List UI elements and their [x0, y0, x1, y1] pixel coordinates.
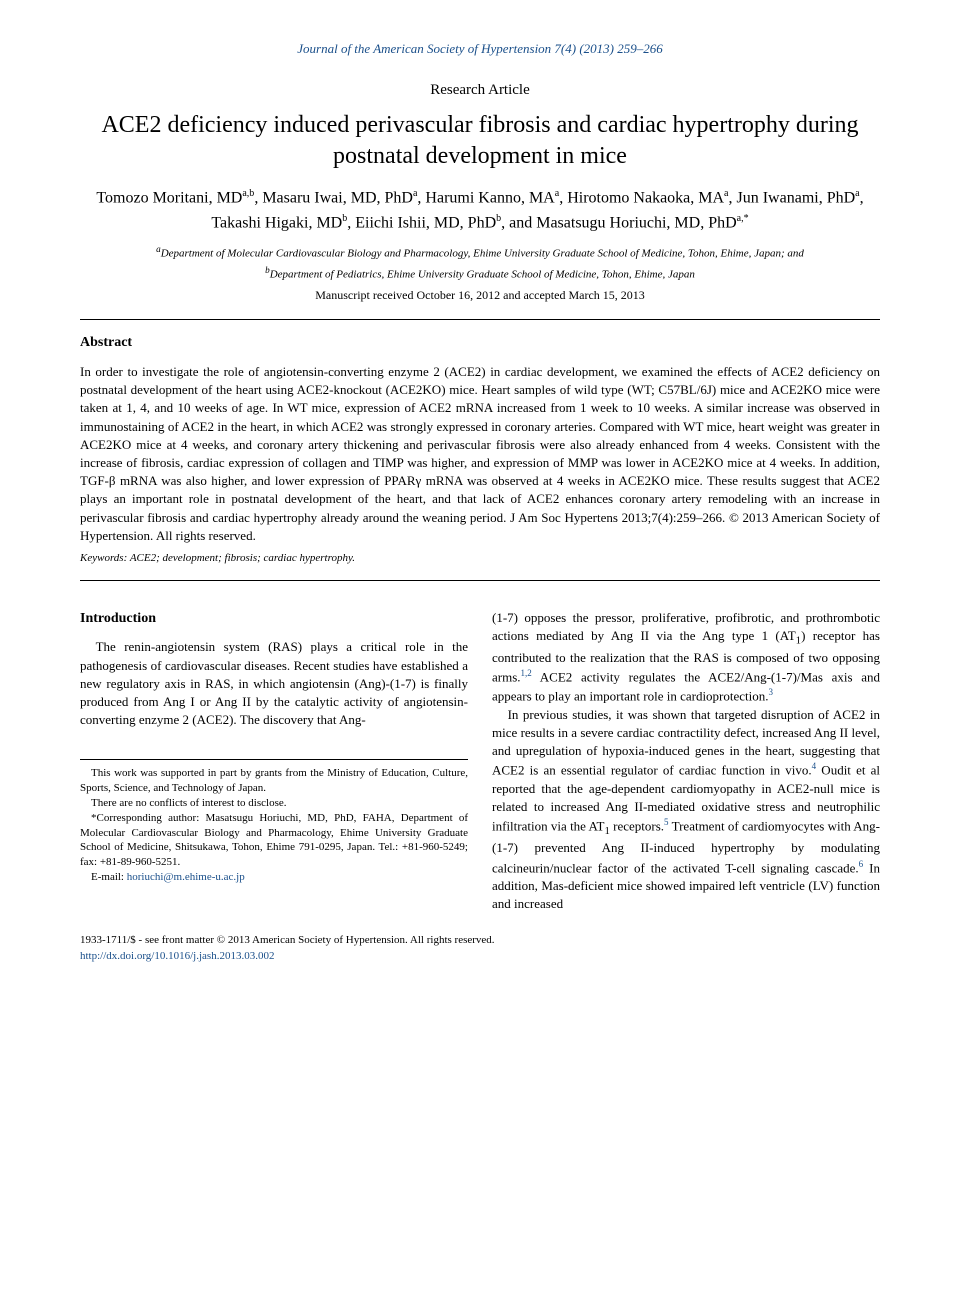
introduction-header: Introduction: [80, 609, 468, 629]
front-matter: 1933-1711/$ - see front matter © 2013 Am…: [80, 934, 495, 946]
intro-paragraph-2: In previous studies, it was shown that t…: [492, 706, 880, 914]
authors-list: Tomozo Moritani, MDa,b, Masaru Iwai, MD,…: [80, 186, 880, 235]
left-column: Introduction The renin-angiotensin syste…: [80, 609, 468, 914]
article-title: ACE2 deficiency induced perivascular fib…: [80, 110, 880, 172]
journal-header: Journal of the American Society of Hyper…: [80, 40, 880, 58]
intro-paragraph-1-cont: (1-7) opposes the pressor, proliferative…: [492, 609, 880, 706]
divider-top: [80, 319, 880, 320]
divider-bottom: [80, 580, 880, 581]
footnote-email: E-mail: horiuchi@m.ehime-u.ac.jp: [80, 870, 468, 885]
keywords-text: ACE2; development; fibrosis; cardiac hyp…: [130, 552, 355, 564]
footnote-corresponding: *Corresponding author: Masatsugu Horiuch…: [80, 811, 468, 870]
intro-paragraph-1: The renin-angiotensin system (RAS) plays…: [80, 638, 468, 729]
doi-link[interactable]: http://dx.doi.org/10.1016/j.jash.2013.03…: [80, 950, 274, 962]
keywords: Keywords: ACE2; development; fibrosis; c…: [80, 551, 880, 566]
abstract-body: In order to investigate the role of angi…: [80, 363, 880, 545]
footnotes-block: This work was supported in part by grant…: [80, 759, 468, 885]
email-label: E-mail:: [91, 871, 127, 883]
affiliation: aDepartment of Molecular Cardiovascular …: [80, 243, 880, 262]
abstract-header: Abstract: [80, 334, 880, 353]
affiliation: bDepartment of Pediatrics, Ehime Univers…: [80, 264, 880, 283]
body-columns: Introduction The renin-angiotensin syste…: [80, 609, 880, 914]
keywords-label: Keywords:: [80, 552, 127, 564]
footnote-funding: This work was supported in part by grant…: [80, 766, 468, 796]
article-type: Research Article: [80, 80, 880, 100]
email-link[interactable]: horiuchi@m.ehime-u.ac.jp: [127, 871, 245, 883]
copyright-footer: 1933-1711/$ - see front matter © 2013 Am…: [80, 933, 880, 964]
manuscript-date: Manuscript received October 16, 2012 and…: [80, 287, 880, 303]
right-column: (1-7) opposes the pressor, proliferative…: [492, 609, 880, 914]
footnote-conflict: There are no conflicts of interest to di…: [80, 796, 468, 811]
